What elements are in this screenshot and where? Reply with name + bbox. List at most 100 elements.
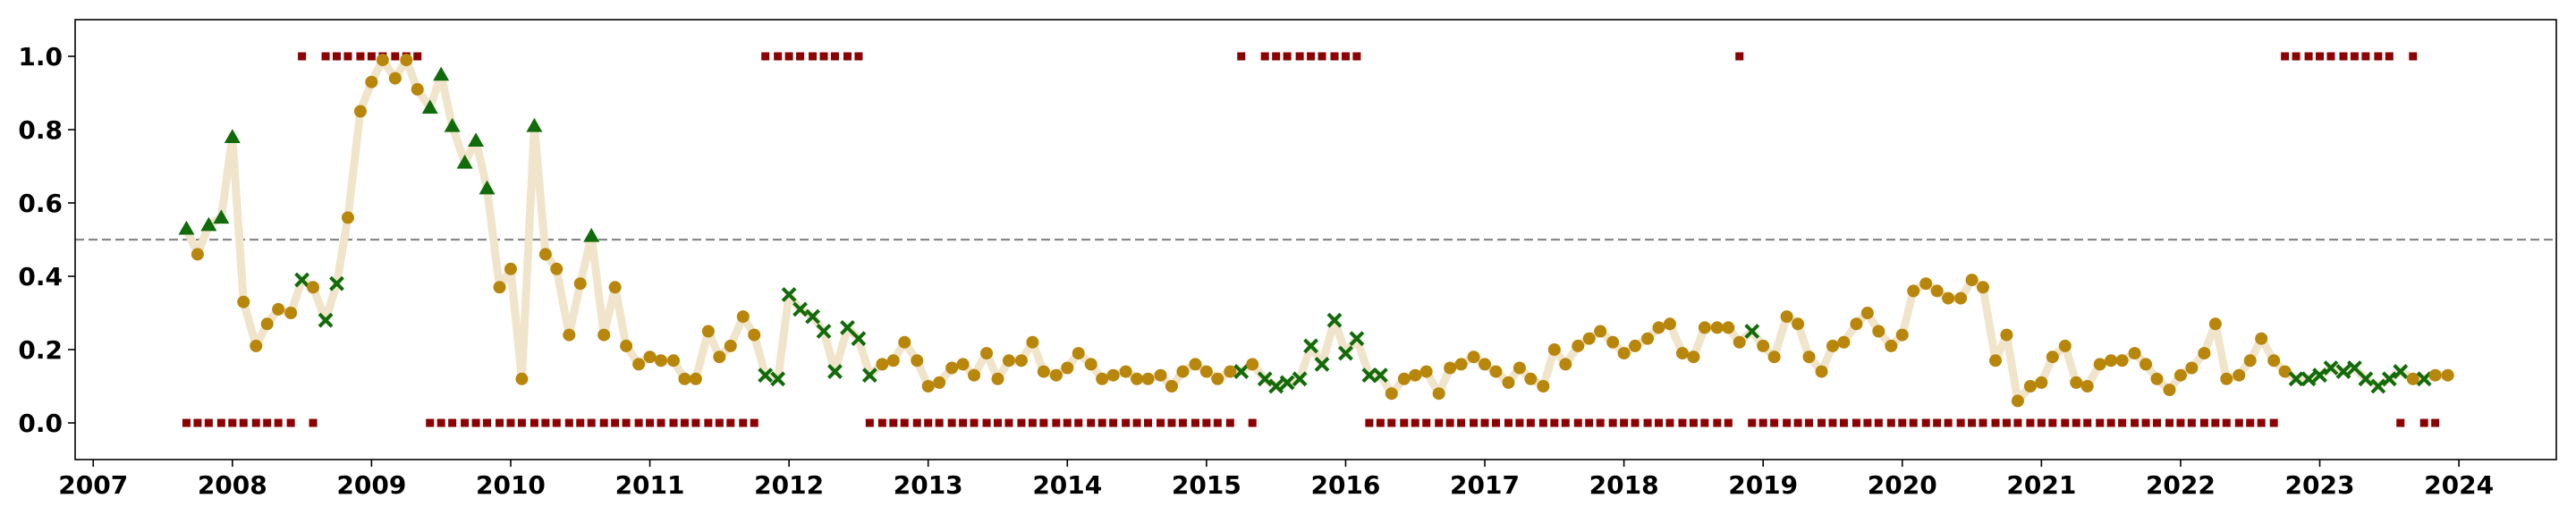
triangle-marker xyxy=(433,66,450,81)
circle-marker xyxy=(1954,291,1968,305)
triangle-marker xyxy=(479,180,496,195)
signal-square xyxy=(634,418,643,427)
signal-square xyxy=(1157,418,1165,427)
x-marker xyxy=(2312,367,2327,384)
signal-square xyxy=(1504,418,1513,427)
signal-square xyxy=(413,52,422,61)
circle-marker xyxy=(1641,332,1655,345)
signal-square xyxy=(2292,52,2301,61)
signal-square xyxy=(1968,418,1977,427)
circle-marker xyxy=(1977,281,1990,294)
circle-marker xyxy=(2441,368,2454,382)
circle-marker xyxy=(968,368,981,382)
circle-marker xyxy=(1815,365,1828,378)
signal-square xyxy=(1956,418,1965,427)
signal-square xyxy=(1144,418,1153,427)
circle-marker xyxy=(2000,328,2013,342)
circle-marker xyxy=(1710,321,1724,334)
triangle-marker xyxy=(224,129,241,143)
circle-marker xyxy=(1537,380,1550,393)
circle-marker xyxy=(573,277,587,291)
signal-square xyxy=(1307,52,1316,61)
y-tick-label: 1.0 xyxy=(18,42,63,72)
circle-marker xyxy=(1096,372,1109,385)
signal-square xyxy=(1863,418,1872,427)
signal-square xyxy=(587,418,596,427)
signal-square xyxy=(611,418,620,427)
signal-square xyxy=(865,418,874,427)
signal-square xyxy=(912,418,921,427)
circle-marker xyxy=(1432,387,1445,401)
probability-line xyxy=(182,55,2448,405)
circle-marker xyxy=(1524,372,1538,385)
signal-square xyxy=(900,418,909,427)
circle-marker xyxy=(886,354,900,367)
circle-marker xyxy=(1119,365,1132,378)
circle-marker xyxy=(1026,335,1039,349)
signal-square xyxy=(426,418,435,427)
signal-square xyxy=(1700,418,1709,427)
x-marker xyxy=(1372,367,1388,384)
signal-square xyxy=(1074,418,1083,427)
signal-square xyxy=(1376,418,1385,427)
signal-square xyxy=(1665,418,1674,427)
circle-marker xyxy=(1919,277,1933,291)
circle-marker xyxy=(2163,384,2176,397)
x-tick-label: 2016 xyxy=(1310,470,1380,500)
x-tick-label: 2008 xyxy=(198,470,267,500)
x-marker xyxy=(781,287,797,302)
signal-square xyxy=(1330,52,1339,61)
signal-square xyxy=(1689,418,1698,427)
signal-square xyxy=(959,418,968,427)
x-marker xyxy=(792,301,808,317)
signal-square xyxy=(461,418,470,427)
signal-square xyxy=(2096,418,2105,427)
signal-square xyxy=(2037,418,2046,427)
x-tick-label: 2020 xyxy=(1868,470,1937,500)
circle-marker xyxy=(724,339,737,352)
circle-marker xyxy=(713,350,726,364)
signal-square xyxy=(1770,418,1779,427)
circle-marker xyxy=(2128,347,2141,360)
x-marker xyxy=(2288,371,2304,387)
circle-marker xyxy=(1850,317,1863,331)
signal-square xyxy=(830,52,839,61)
circle-marker xyxy=(1037,365,1050,378)
circle-marker xyxy=(1061,361,1074,375)
circle-marker xyxy=(2243,354,2257,367)
signal-square xyxy=(599,418,608,427)
circle-marker xyxy=(1885,339,1898,352)
signal-square xyxy=(1248,418,1257,427)
x-marker xyxy=(827,364,843,380)
x-tick-label: 2010 xyxy=(476,470,546,500)
x-marker xyxy=(329,275,344,291)
signal-square xyxy=(646,418,655,427)
circle-marker xyxy=(1826,339,1839,352)
circle-marker xyxy=(1513,361,1526,375)
signal-square xyxy=(691,418,700,427)
circle-marker xyxy=(504,262,517,275)
circle-marker xyxy=(237,295,250,308)
signal-square xyxy=(1004,418,1013,427)
circle-marker xyxy=(945,361,959,375)
circle-marker xyxy=(2093,358,2106,371)
signal-square xyxy=(367,52,376,61)
circle-marker xyxy=(1652,321,1665,334)
x-marker xyxy=(1349,331,1365,347)
circle-marker xyxy=(2406,372,2419,385)
signal-square xyxy=(935,418,944,427)
circle-marker xyxy=(1792,317,1805,331)
x-marker xyxy=(2416,371,2432,387)
x-marker xyxy=(2370,378,2386,394)
signal-square xyxy=(1028,418,1037,427)
signal-square xyxy=(993,418,1002,427)
signal-square xyxy=(680,418,689,427)
circle-marker xyxy=(1733,335,1746,349)
circle-marker xyxy=(1767,350,1781,364)
signal-square xyxy=(2316,52,2325,61)
circle-marker xyxy=(1199,365,1213,378)
circle-marker xyxy=(876,358,889,371)
signal-square xyxy=(970,418,979,427)
y-tick-label: 0.6 xyxy=(18,189,63,218)
